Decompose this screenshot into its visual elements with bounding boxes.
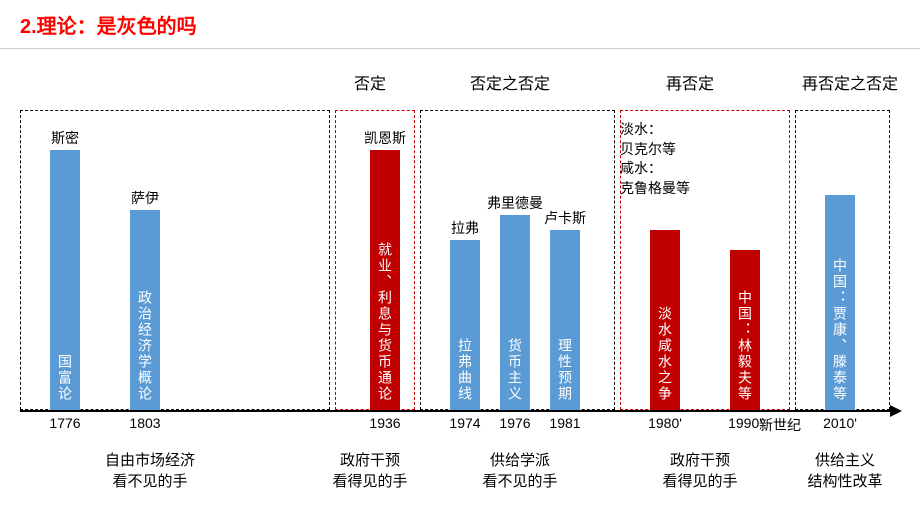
- era-description: 自由市场经济看不见的手: [105, 450, 195, 492]
- era-description: 政府干预看得见的手: [662, 450, 737, 492]
- year-label: 1990': [728, 415, 762, 431]
- bar-author-label: 卢卡斯: [544, 208, 586, 228]
- bar-author-label: 拉弗: [451, 218, 479, 238]
- year-label: 1974: [449, 415, 480, 431]
- title-underline: [0, 48, 920, 49]
- bar-author-label: 弗里德曼: [487, 193, 543, 213]
- timeline-bar: 就业、利息与货币通论: [370, 150, 400, 410]
- bar-author-label: 萨伊: [131, 188, 159, 208]
- year-label: 1980': [648, 415, 682, 431]
- timeline-bar: 政治经济学概论: [130, 210, 160, 410]
- year-label: 1936: [369, 415, 400, 431]
- timeline-bar: 中国：林毅夫等: [730, 250, 760, 410]
- timeline-axis: [20, 410, 900, 412]
- era-description: 政府干预看得见的手: [332, 450, 407, 492]
- timeline-bar: 中国：贾康、滕泰等: [825, 195, 855, 410]
- year-label: 新世纪: [759, 415, 801, 435]
- phase-label: 再否定: [666, 70, 714, 94]
- phase-label: 否定: [354, 70, 386, 94]
- year-label: 1803: [129, 415, 160, 431]
- timeline-bar: 拉弗曲线: [450, 240, 480, 410]
- year-label: 1776: [49, 415, 80, 431]
- timeline-bar: 货币主义: [500, 215, 530, 410]
- era-description: 供给主义结构性改革: [807, 450, 882, 492]
- timeline-bar: 理性预期: [550, 230, 580, 410]
- bar-author-label: 凯恩斯: [364, 128, 406, 148]
- phase-label: 否定之否定: [470, 70, 550, 94]
- bar-author-label: 斯密: [51, 128, 79, 148]
- freshwater-saltwater-note: 淡水：贝克尔等咸水：克鲁格曼等: [620, 120, 690, 198]
- timeline-bar: 国富论: [50, 150, 80, 410]
- timeline-bar: 淡水咸水之争: [650, 230, 680, 410]
- year-label: 2010': [823, 415, 857, 431]
- era-description: 供给学派看不见的手: [482, 450, 557, 492]
- page-title: 2.理论：是灰色的吗: [20, 10, 197, 39]
- phase-label: 再否定之否定: [802, 70, 898, 94]
- timeline-chart: 否定 否定之否定 再否定 再否定之否定国富论斯密 1776 政治经济学概论萨伊 1803 就业…: [20, 60, 900, 500]
- year-label: 1981: [549, 415, 580, 431]
- year-label: 1976: [499, 415, 530, 431]
